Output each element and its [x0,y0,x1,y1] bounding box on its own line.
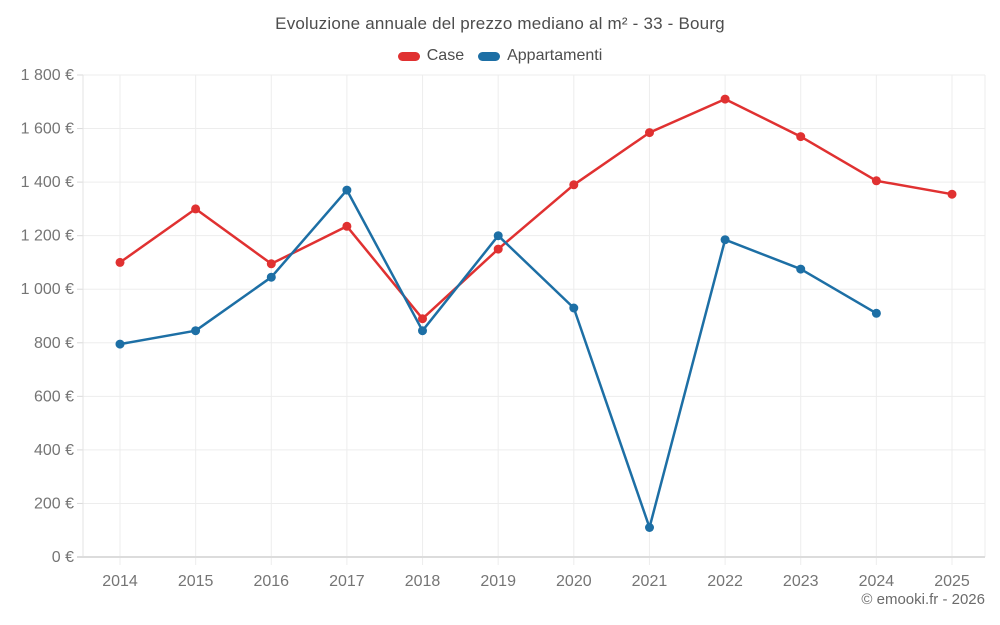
legend-item-case[interactable]: Case [397,47,465,65]
data-point-case-2023[interactable] [796,132,806,142]
y-tick-label: 1 000 € [21,281,74,298]
y-tick-label: 1 600 € [21,121,74,138]
data-point-case-2019[interactable] [493,244,503,254]
y-tick-label: 400 € [34,442,74,459]
data-point-appartamenti-2022[interactable] [720,235,730,245]
data-point-appartamenti-2021[interactable] [645,523,654,532]
legend-label-appartamenti: Appartamenti [507,47,603,64]
legend-swatch-case [397,51,420,61]
data-point-appartamenti-2019[interactable] [493,231,503,241]
data-point-case-2016[interactable] [266,259,276,269]
data-point-appartamenti-2024[interactable] [871,308,881,318]
data-point-case-2015[interactable] [191,204,201,214]
data-point-appartamenti-2016[interactable] [266,272,276,282]
x-tick-label: 2015 [178,573,214,590]
y-tick-label: 200 € [34,495,74,512]
data-point-appartamenti-2020[interactable] [569,303,579,313]
y-tick-label: 0 € [52,549,74,566]
data-point-case-2024[interactable] [871,176,881,186]
data-point-case-2017[interactable] [342,221,352,231]
data-point-case-2020[interactable] [569,180,579,190]
y-tick-label: 1 400 € [21,174,74,191]
data-point-case-2025[interactable] [947,189,957,199]
x-tick-label: 2025 [934,573,970,590]
legend-item-appartamenti[interactable]: Appartamenti [478,47,602,65]
x-tick-label: 2016 [253,573,289,590]
data-point-appartamenti-2014[interactable] [115,339,125,349]
series-line-case [118,97,954,320]
data-point-appartamenti-2017[interactable] [342,185,352,195]
x-tick-label: 2021 [632,573,668,590]
legend: Case Appartamenti [0,47,1000,65]
x-tick-label: 2023 [783,573,819,590]
x-tick-label: 2018 [405,573,441,590]
data-point-case-2021[interactable] [645,128,654,138]
data-point-case-2014[interactable] [115,257,125,267]
footer-credit: © emooki.fr - 2026 [861,591,985,608]
x-tick-label: 2024 [859,573,895,590]
data-point-case-2022[interactable] [720,94,730,104]
x-tick-label: 2017 [329,573,365,590]
legend-swatch-appartamenti [478,51,501,61]
x-tick-label: 2022 [707,573,743,590]
legend-label-case: Case [426,47,465,64]
data-point-appartamenti-2018[interactable] [418,326,427,336]
x-tick-label: 2019 [480,573,516,590]
data-point-appartamenti-2015[interactable] [191,326,201,336]
y-tick-label: 1 200 € [21,228,74,245]
chart-title: Evoluzione annuale del prezzo mediano al… [275,14,725,33]
x-tick-label: 2014 [102,573,138,590]
x-tick-label: 2020 [556,573,592,590]
data-point-appartamenti-2023[interactable] [796,264,806,274]
data-point-case-2018[interactable] [418,314,427,324]
y-tick-label: 600 € [34,388,74,405]
y-tick-label: 1 800 € [21,67,74,84]
y-tick-label: 800 € [34,335,74,352]
